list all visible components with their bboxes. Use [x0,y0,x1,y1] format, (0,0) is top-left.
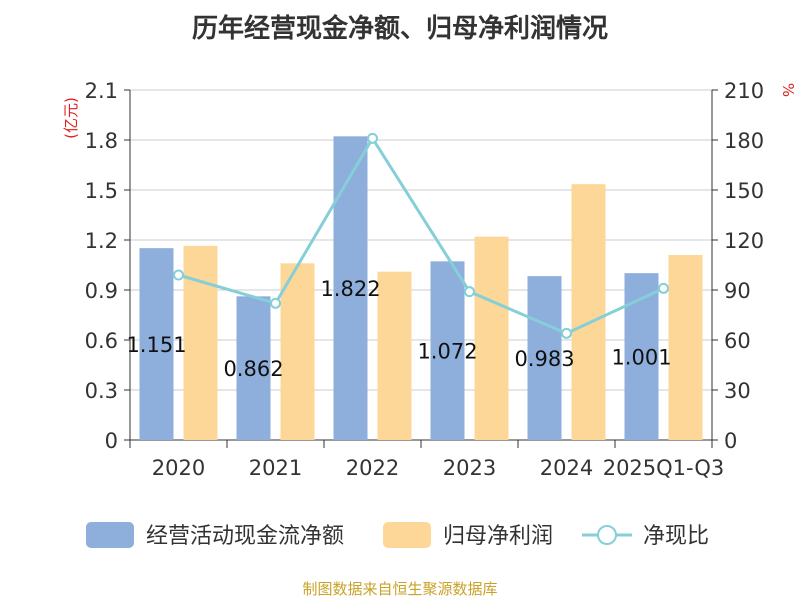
data-label: 1.072 [417,340,477,364]
x-tick-label: 2022 [346,456,399,480]
bar-operating-cash-flow [624,273,659,440]
bar-operating-cash-flow [333,136,368,441]
x-tick-label: 2020 [152,456,205,480]
bar-operating-cash-flow [527,276,562,440]
y-left-axis-label: (亿元) [62,97,80,139]
y-right-tick-label: 210 [724,79,764,103]
data-label: 0.862 [223,357,283,381]
bar-net-profit [571,184,606,440]
line-point-cash-ratio [367,132,378,144]
y-left-tick-label: 0 [105,429,118,453]
source-note: 制图数据来自恒生聚源数据库 [302,580,498,598]
y-right-tick-label: 30 [724,379,751,403]
data-label: 1.001 [611,346,671,370]
y-left-tick-label: 0.6 [85,329,118,353]
bar-operating-cash-flow [236,296,271,440]
bar-net-profit [668,255,703,440]
x-tick-label: 2021 [249,456,302,480]
y-right-tick-label: 90 [724,279,751,303]
bar-net-profit [377,271,412,440]
y-right-tick-label: 150 [724,179,764,203]
bar-net-profit [183,245,218,440]
line-point-cash-ratio [561,327,572,339]
line-point-cash-ratio [658,282,669,294]
y-right-tick-label: 180 [724,129,764,153]
y-right-tick-label: 60 [724,329,751,353]
x-tick-label: 2024 [540,456,593,480]
legend-label-operating-cash-flow: 经营活动现金流净额 [146,524,344,549]
y-left-tick-label: 1.2 [85,229,118,253]
line-cash-ratio [178,135,665,335]
x-tick-label: 2023 [443,456,496,480]
y-left-tick-label: 0.3 [85,379,118,403]
legend-label-net-profit: 归母净利润 [443,524,553,549]
y-right-tick-label: 0 [724,429,737,453]
line-point-cash-ratio [173,269,184,281]
legend-swatch-cash-ratio-marker [597,525,617,545]
legend-swatch-operating-cash-flow [86,522,134,548]
legend-swatch-net-profit [383,522,431,548]
bar-net-profit [474,236,509,440]
y-right-tick-label: 120 [724,229,764,253]
y-left-tick-label: 1.5 [85,179,118,203]
line-point-cash-ratio [270,297,281,309]
data-label: 0.983 [514,347,574,371]
y-left-tick-label: 1.8 [85,129,118,153]
y-left-tick-label: 2.1 [85,79,118,103]
bar-operating-cash-flow [430,261,465,440]
y-right-axis-label: % [779,83,797,97]
data-label: 1.151 [126,333,186,357]
chart-title: 历年经营现金净额、归母净利润情况 [191,14,608,44]
line-point-cash-ratio [464,286,475,298]
legend-label-cash-ratio: 净现比 [643,524,709,549]
bar-operating-cash-flow [139,248,174,440]
x-tick-label: 2025Q1-Q3 [603,456,725,480]
y-left-tick-label: 0.9 [85,279,118,303]
data-label: 1.822 [320,277,380,301]
bar-net-profit [280,263,315,440]
